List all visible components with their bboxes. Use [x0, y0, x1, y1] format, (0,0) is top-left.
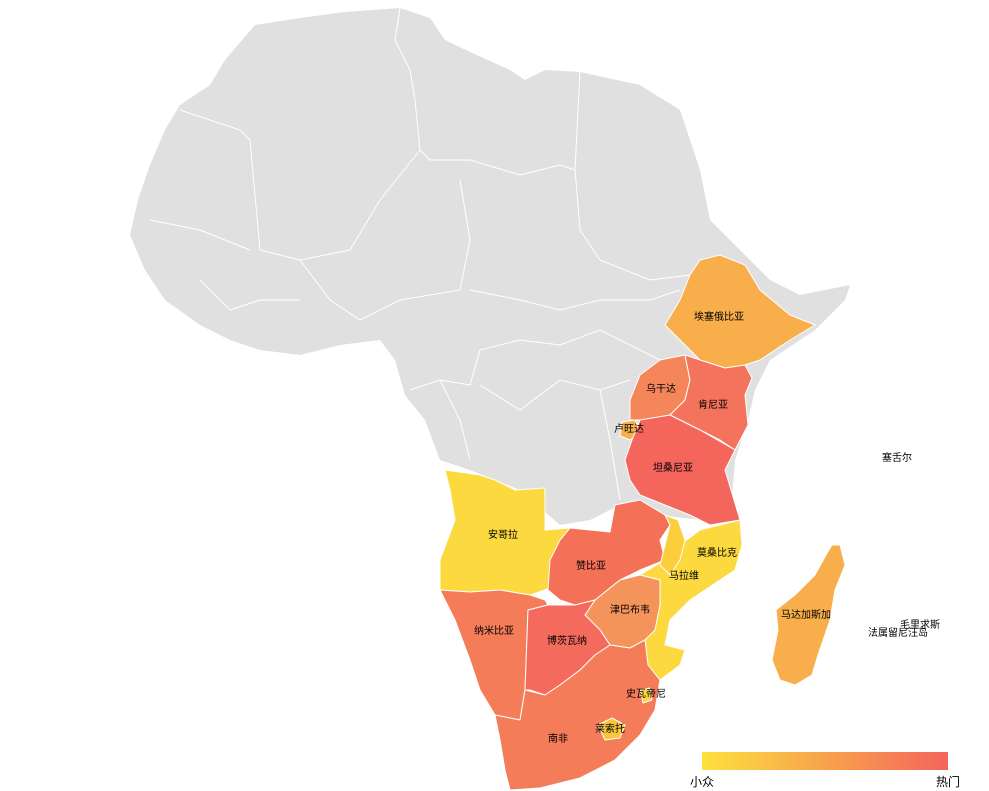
label-lesotho: 莱索托 [595, 724, 625, 735]
legend-low-label: 小众 [690, 775, 715, 789]
legend-gradient-bar [702, 752, 948, 770]
legend-high-label: 热门 [936, 775, 961, 789]
label-eswatini: 史瓦帝尼 [626, 689, 666, 700]
country-zambia[interactable] [547, 499, 671, 606]
label-tanzania: 坦桑尼亚 [653, 463, 693, 474]
country-south-africa[interactable] [494, 639, 661, 791]
label-rwanda: 卢旺达 [614, 424, 644, 435]
country-lesotho[interactable] [597, 717, 626, 741]
label-malawi: 马拉维 [669, 571, 699, 582]
label-uganda: 乌干达 [646, 384, 676, 395]
country-angola[interactable] [439, 469, 571, 596]
label-madagascar: 马达加斯加 [781, 610, 831, 621]
label-reunion: 法属留尼汪岛 [868, 628, 928, 639]
label-botswana: 博茨瓦纳 [547, 636, 587, 647]
country-ethiopia[interactable] [664, 254, 816, 369]
label-mozambique: 莫桑比克 [697, 548, 737, 559]
country-malawi[interactable] [659, 514, 686, 576]
country-madagascar[interactable] [771, 544, 846, 686]
label-ethiopia: 埃塞俄比亚 [694, 312, 744, 323]
label-angola: 安哥拉 [488, 530, 518, 541]
label-kenya: 肯尼亚 [698, 400, 728, 411]
label-mauritius: 毛里求斯 [900, 620, 940, 631]
grey-country-borders [149, 7, 701, 501]
label-seychelles: 塞舌尔 [882, 453, 912, 464]
country-tanzania[interactable] [624, 414, 741, 526]
country-eswatini[interactable] [639, 687, 653, 704]
label-zambia: 赞比亚 [576, 561, 606, 572]
label-south-africa: 南非 [548, 734, 568, 745]
label-namibia: 纳米比亚 [474, 626, 514, 637]
label-zimbabwe: 津巴布韦 [610, 605, 650, 616]
